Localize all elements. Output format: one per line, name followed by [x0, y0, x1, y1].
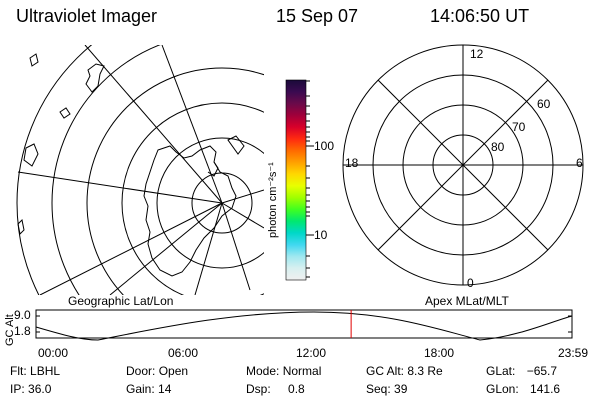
apex-polar-grid — [342, 44, 584, 286]
glon-value: 141.6 — [530, 382, 561, 396]
instrument-title: Ultraviolet Imager — [16, 6, 158, 26]
altitude-plot-ticks — [36, 315, 572, 333]
date-label: 15 Sep 07 — [276, 6, 359, 26]
xtick-2359: 23:59 — [558, 346, 589, 360]
seq-label: Seq: — [366, 382, 391, 396]
mlt-label-0: 0 — [467, 276, 474, 290]
mode-info: Mode: Normal — [246, 364, 321, 378]
flt-value: LBHL — [30, 364, 61, 378]
gcalt-info: GC Alt: 8.3 Re — [366, 364, 443, 378]
dsp-info: Dsp: 0.8 — [246, 382, 305, 396]
flt-info: Flt: LBHL — [10, 364, 60, 378]
xtick-0000: 00:00 — [38, 346, 69, 360]
geographic-panel-label: Geographic Lat/Lon — [68, 294, 174, 308]
glon-info: GLon: 141.6 — [486, 382, 560, 396]
colorbar-tick-10: 10 — [314, 228, 328, 242]
mlt-label-12: 12 — [470, 47, 484, 61]
flt-label: Flt: — [10, 364, 27, 378]
ip-info: IP: 36.0 — [10, 382, 51, 396]
door-info: Door: Open — [126, 364, 188, 378]
glat-info: GLat: −65.7 — [486, 364, 557, 378]
mode-value: Normal — [282, 364, 322, 378]
seq-value: 39 — [394, 382, 408, 396]
ip-label: IP: — [10, 382, 25, 396]
dsp-value: 0.8 — [288, 382, 305, 396]
lat-label-60: 60 — [537, 97, 551, 111]
colorbar-ticks — [306, 80, 314, 278]
lat-label-80: 80 — [491, 140, 505, 154]
colorbar-tick-100: 100 — [314, 139, 335, 153]
glat-label: GLat: — [486, 364, 516, 378]
colorbar — [285, 79, 307, 281]
seq-info: Seq: 39 — [366, 382, 407, 396]
glon-label: GLon: — [486, 382, 519, 396]
mode-label: Mode: — [246, 364, 280, 378]
apex-panel-label: Apex MLat/MLT — [425, 294, 509, 308]
glat-value: −65.7 — [526, 364, 558, 378]
geographic-map — [16, 45, 264, 295]
gcalt-label: GC Alt: — [366, 364, 405, 378]
gain-info: Gain: 14 — [126, 382, 171, 396]
gcalt-value: 8.3 Re — [407, 364, 443, 378]
altitude-ytick-bottom: 1.8 — [14, 324, 31, 338]
lat-label-70: 70 — [512, 120, 526, 134]
xtick-1800: 18:00 — [424, 346, 455, 360]
altitude-curve — [35, 311, 573, 341]
geographic-frame — [14, 45, 264, 295]
xtick-1200: 12:00 — [296, 346, 327, 360]
door-value: Open — [158, 364, 189, 378]
gain-value: 14 — [158, 382, 172, 396]
altitude-plot-frame — [35, 309, 573, 339]
dsp-label: Dsp: — [246, 382, 271, 396]
colorbar-unit-label: photon cm⁻²s⁻¹ — [267, 162, 279, 238]
time-label: 14:06:50 UT — [430, 6, 530, 26]
altitude-ytick-top: 9.0 — [14, 308, 31, 322]
mlt-label-18: 18 — [345, 156, 359, 170]
ip-value: 36.0 — [28, 382, 52, 396]
mlt-label-6: 6 — [576, 156, 583, 170]
door-label: Door: — [126, 364, 156, 378]
gain-label: Gain: — [126, 382, 155, 396]
xtick-0600: 06:00 — [168, 346, 199, 360]
